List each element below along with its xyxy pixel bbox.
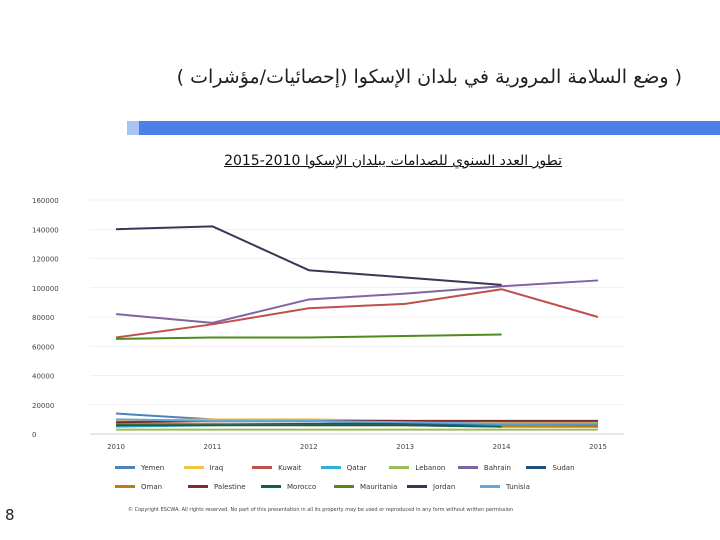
legend-label: Mauritania: [360, 482, 398, 491]
legend-label: Morocco: [287, 482, 317, 491]
x-tick-label: 2010: [107, 443, 125, 451]
legend-item-iraq: Iraq: [183, 463, 253, 472]
series-line-kuwait: [115, 288, 599, 339]
line-chart: 0 20000 40000 60000 80000 100000 120000 140000 1…: [32, 197, 624, 451]
y-tick-label: 140000: [32, 226, 59, 234]
y-tick-label: 120000: [32, 256, 59, 264]
y-tick-label: 160000: [32, 197, 59, 205]
legend-item-mauritania: Mauritania: [334, 483, 407, 491]
legend-swatch: [252, 466, 273, 469]
y-tick-label: 80000: [32, 314, 54, 322]
legend-label: Bahrain: [483, 463, 511, 472]
legend-label: Palestine: [214, 482, 246, 491]
legend-label: Jordan: [433, 482, 456, 491]
y-tick-label: 40000: [32, 373, 54, 381]
y-tick-label: 20000: [32, 402, 54, 410]
slide-title: ( وضع السلامة المرورية في بلدان الإسكوا …: [176, 66, 682, 88]
legend-swatch: [115, 466, 135, 469]
legend-item-jordan: Jordan: [407, 483, 480, 491]
legend-swatch: [389, 466, 410, 469]
chart-axes: 0 20000 40000 60000 80000 100000 120000 140000 1…: [32, 197, 624, 451]
legend-item-oman: Oman: [115, 483, 188, 491]
x-tick-label: 2014: [493, 443, 511, 451]
copyright-notice: © Copyright ESCWA. All rights reserved. …: [128, 507, 514, 513]
x-tick-label: 2013: [396, 443, 414, 451]
y-tick-label: 60000: [32, 343, 54, 351]
series-line-mauritania: [115, 333, 502, 340]
legend-item-qatar: Qatar: [320, 463, 390, 472]
legend-label: Sudan: [552, 463, 575, 472]
legend-label: Lebanon: [415, 463, 446, 472]
legend-item-sudan: Sudan: [526, 464, 595, 472]
legend-label: Kuwait: [278, 463, 302, 472]
legend-swatch: [320, 466, 341, 469]
chart-title: تطور العدد السنوي للصدامات ببلدان الإسكو…: [224, 153, 562, 169]
series-line-bahrain: [115, 279, 599, 324]
chart-series: [115, 225, 599, 431]
accent-bar-main-segment: [139, 121, 720, 135]
legend-swatch: [526, 466, 547, 469]
x-tick-label: 2015: [589, 443, 607, 451]
legend-swatch: [457, 466, 478, 469]
y-tick-label: 100000: [32, 285, 59, 293]
chart-legend: Yemen Iraq Kuwait Qatar Lebanon Bahrain Sudan O…: [115, 458, 595, 496]
legend-swatch: [115, 485, 135, 488]
page-number: 8: [5, 506, 15, 524]
legend-row: Yemen Iraq Kuwait Qatar Lebanon Bahrain Sudan: [115, 458, 595, 477]
legend-swatch: [188, 485, 208, 488]
legend-item-kuwait: Kuwait: [252, 464, 321, 472]
legend-label: Tunisia: [506, 482, 530, 491]
legend-label: Iraq: [209, 463, 224, 472]
y-tick-label: 0: [32, 431, 36, 439]
legend-item-bahrain: Bahrain: [457, 463, 527, 472]
legend-item-morocco: Morocco: [261, 483, 334, 491]
legend-label: Oman: [141, 482, 163, 491]
series-line-morocco: [116, 424, 502, 428]
chart-gridlines: [90, 199, 624, 406]
legend-item-yemen: Yemen: [115, 464, 184, 472]
legend-label: Yemen: [141, 463, 165, 472]
legend-swatch: [261, 485, 281, 488]
legend-item-palestine: Palestine: [188, 483, 261, 491]
legend-swatch: [334, 485, 354, 488]
legend-item-lebanon: Lebanon: [389, 464, 458, 472]
x-tick-label: 2012: [300, 443, 318, 451]
legend-row: Oman Palestine Morocco Mauritania Jordan Tuni…: [115, 477, 595, 496]
legend-item-tunisia: Tunisia: [480, 483, 553, 491]
legend-swatch: [407, 485, 427, 488]
series-line-tunisia: [115, 418, 598, 425]
accent-bar-light-segment: [127, 121, 139, 135]
legend-swatch: [183, 466, 204, 469]
legend-label: Qatar: [346, 463, 367, 472]
accent-bar: [127, 121, 720, 135]
series-line-jordan: [115, 225, 502, 286]
legend-swatch: [480, 485, 500, 488]
x-tick-label: 2011: [203, 443, 221, 451]
